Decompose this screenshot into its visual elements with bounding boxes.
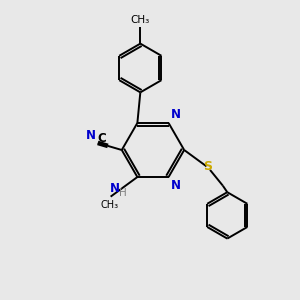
Text: N: N [86, 129, 96, 142]
Text: S: S [203, 160, 212, 173]
Text: N: N [110, 182, 119, 195]
Text: CH₃: CH₃ [131, 15, 150, 25]
Text: H: H [119, 188, 127, 199]
Text: N: N [171, 109, 181, 122]
Text: N: N [171, 178, 181, 191]
Text: CH₃: CH₃ [100, 200, 118, 210]
Text: C: C [97, 132, 106, 145]
